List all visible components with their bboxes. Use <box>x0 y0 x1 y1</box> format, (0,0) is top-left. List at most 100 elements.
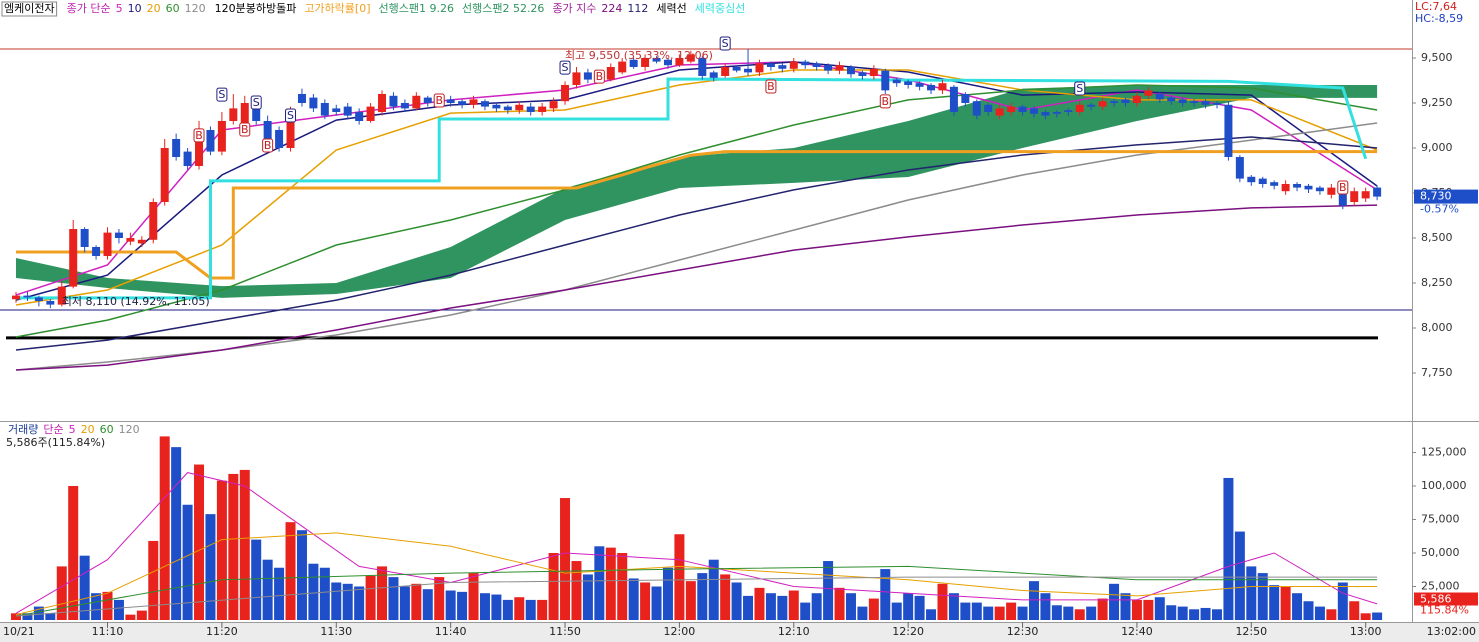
candle-body <box>927 84 936 91</box>
volume-bar <box>182 504 193 620</box>
legend-label: 5 <box>116 2 123 15</box>
candle-body <box>126 238 135 242</box>
legend-label: 120 <box>185 2 206 15</box>
candle-body <box>229 108 238 121</box>
candle-body <box>1190 101 1199 103</box>
candle-body <box>549 101 558 109</box>
candle-body <box>1178 99 1187 103</box>
candle-body <box>1064 110 1073 112</box>
volume-bar <box>1372 612 1383 620</box>
volume-bar <box>388 577 399 620</box>
candle-body <box>698 57 707 76</box>
candle-body <box>492 104 501 109</box>
candle-body <box>503 106 512 111</box>
candle-body <box>583 72 592 80</box>
x-tick-label: 12:50 <box>1235 625 1267 638</box>
volume-bar <box>1303 601 1314 620</box>
candle-body <box>183 151 192 166</box>
signal-label: B <box>1339 181 1347 194</box>
volume-bar <box>411 583 422 620</box>
candle-body <box>1087 104 1096 107</box>
candle-body <box>423 97 432 103</box>
ratio-label: 115.84% <box>1420 604 1469 617</box>
y-tick-label: 125,000 <box>1421 445 1467 458</box>
candle-body <box>1361 191 1370 199</box>
volume-bar <box>582 574 593 620</box>
volume-bar <box>171 447 182 620</box>
y-tick-label: 7,750 <box>1421 366 1453 379</box>
x-tick-label: 11:20 <box>206 625 238 638</box>
volume-bar <box>788 590 799 620</box>
candle-body <box>812 63 821 67</box>
candle-body <box>1224 104 1233 157</box>
candle-body <box>480 101 489 107</box>
candle-body <box>721 66 730 76</box>
volume-bar <box>685 581 696 620</box>
x-tick-label: 13:00 <box>1350 625 1382 638</box>
signal-marker <box>1337 180 1349 195</box>
volume-bar <box>251 539 262 620</box>
volume-bar <box>1051 605 1062 620</box>
signal-marker <box>1074 81 1086 96</box>
info-label: HC:-8,59 <box>1415 12 1463 25</box>
volume-bar <box>239 469 250 620</box>
candle-body <box>1007 106 1016 112</box>
volume-bar <box>743 595 754 620</box>
volume-bar <box>765 593 776 620</box>
volume-bar <box>560 498 571 620</box>
volume-bar <box>537 599 548 620</box>
volume-bar <box>662 567 673 620</box>
candle-body <box>469 99 478 105</box>
volume-ma-line <box>15 472 1378 614</box>
volume-bar <box>605 547 616 620</box>
last-price-box <box>1414 189 1478 204</box>
volume-bar <box>1292 593 1303 620</box>
candle-body <box>801 61 810 66</box>
volume-bar <box>228 473 239 620</box>
candle-body <box>1304 185 1313 190</box>
candle-body <box>686 54 695 62</box>
signal-label: B <box>195 129 203 142</box>
candle-body <box>606 66 615 80</box>
volume-bar <box>1040 593 1051 620</box>
candle-body <box>114 232 123 239</box>
candle-body <box>709 72 718 78</box>
candle-body <box>1144 90 1153 96</box>
volume-bar <box>594 546 605 620</box>
change-label: -0.57% <box>1420 203 1459 216</box>
volume-bar <box>91 593 102 620</box>
volume-bar <box>1154 597 1165 620</box>
volume-bar <box>445 590 456 620</box>
last-volume-label: 5,586 <box>1420 593 1452 606</box>
candle-body <box>1338 189 1347 206</box>
y-tick-label: 8,000 <box>1421 321 1453 334</box>
candle-body <box>641 57 650 67</box>
legend-label: 120 <box>119 423 140 436</box>
legend-label: 224 <box>601 2 622 15</box>
volume-bar <box>45 613 56 620</box>
signal-label: B <box>241 123 249 136</box>
candle-body <box>869 68 878 76</box>
x-tick-label: 12:00 <box>664 625 696 638</box>
volume-bar <box>1314 606 1325 620</box>
volume-bar <box>651 586 662 620</box>
volume-bar <box>514 597 525 620</box>
volume-bar <box>857 606 868 620</box>
volume-bar <box>777 595 788 620</box>
volume-bar <box>1211 609 1222 620</box>
signal-label: S <box>218 88 225 101</box>
signal-label: B <box>596 70 604 83</box>
signal-marker <box>765 79 777 94</box>
ma-line <box>16 150 1378 280</box>
signal-label: S <box>287 109 294 122</box>
volume-ma-line <box>15 532 1378 616</box>
volume-bar <box>640 582 651 620</box>
time-label: 13:02:00 <box>1427 625 1476 638</box>
legend-label: 선행스팬2 52.26 <box>462 2 544 15</box>
candle-body <box>309 97 318 109</box>
volume-bar <box>903 593 914 620</box>
candle-body <box>1132 95 1141 103</box>
candle-body <box>103 232 112 257</box>
candle-body <box>904 81 913 85</box>
